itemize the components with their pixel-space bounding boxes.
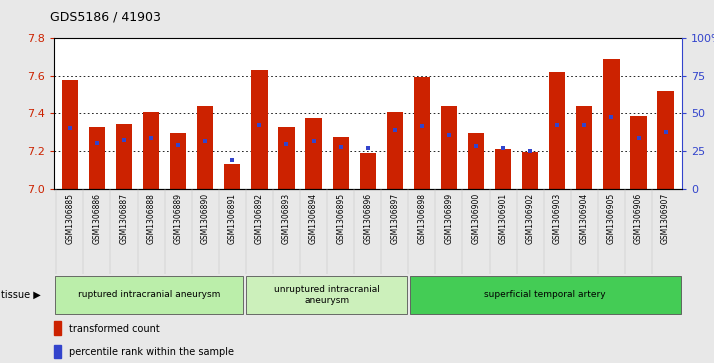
FancyBboxPatch shape [246, 276, 407, 314]
Text: GSM1306895: GSM1306895 [336, 193, 345, 244]
Bar [89, 127, 105, 189]
Text: percentile rank within the sample: percentile rank within the sample [69, 347, 234, 357]
FancyBboxPatch shape [55, 276, 243, 314]
Text: superficial temporal artery: superficial temporal artery [485, 290, 606, 299]
Bar [522, 152, 538, 189]
Bar [278, 127, 295, 189]
Text: GSM1306886: GSM1306886 [92, 193, 101, 244]
Text: GSM1306888: GSM1306888 [146, 193, 156, 244]
Text: unruptured intracranial
aneurysm: unruptured intracranial aneurysm [273, 285, 380, 305]
Text: GSM1306901: GSM1306901 [498, 193, 508, 244]
Text: GDS5186 / 41903: GDS5186 / 41903 [50, 11, 161, 24]
Text: GSM1306905: GSM1306905 [607, 193, 616, 244]
Bar [143, 111, 159, 189]
Bar [658, 91, 674, 189]
Bar [306, 118, 322, 189]
Bar [413, 77, 430, 189]
Text: ruptured intracranial aneurysm: ruptured intracranial aneurysm [78, 290, 221, 299]
Text: GSM1306903: GSM1306903 [553, 193, 562, 244]
Bar [387, 111, 403, 189]
Bar [441, 106, 457, 189]
FancyBboxPatch shape [410, 276, 680, 314]
Text: GSM1306898: GSM1306898 [418, 193, 426, 244]
Bar [251, 70, 268, 189]
Text: GSM1306890: GSM1306890 [201, 193, 210, 244]
Text: GSM1306896: GSM1306896 [363, 193, 372, 244]
Text: GSM1306894: GSM1306894 [309, 193, 318, 244]
Bar [197, 106, 213, 189]
Bar [495, 149, 511, 189]
Bar [576, 106, 593, 189]
Text: GSM1306900: GSM1306900 [471, 193, 481, 244]
Text: tissue ▶: tissue ▶ [1, 290, 41, 300]
Text: GSM1306899: GSM1306899 [444, 193, 453, 244]
Bar [54, 345, 61, 358]
Text: GSM1306887: GSM1306887 [119, 193, 129, 244]
Text: GSM1306907: GSM1306907 [661, 193, 670, 244]
Text: GSM1306891: GSM1306891 [228, 193, 237, 244]
Bar [630, 116, 647, 189]
Bar [54, 322, 61, 335]
Bar [333, 137, 348, 189]
Text: GSM1306893: GSM1306893 [282, 193, 291, 244]
Bar [360, 153, 376, 189]
Text: GSM1306897: GSM1306897 [391, 193, 399, 244]
Text: GSM1306889: GSM1306889 [174, 193, 183, 244]
Bar [61, 81, 78, 189]
Text: GSM1306892: GSM1306892 [255, 193, 264, 244]
Bar [468, 133, 484, 189]
Bar [603, 59, 620, 189]
Bar [224, 164, 241, 189]
Text: GSM1306885: GSM1306885 [65, 193, 74, 244]
Bar [116, 124, 132, 189]
Text: GSM1306904: GSM1306904 [580, 193, 589, 244]
Text: GSM1306906: GSM1306906 [634, 193, 643, 244]
Bar [170, 133, 186, 189]
Text: transformed count: transformed count [69, 323, 160, 334]
Text: GSM1306902: GSM1306902 [526, 193, 535, 244]
Bar [549, 72, 565, 189]
